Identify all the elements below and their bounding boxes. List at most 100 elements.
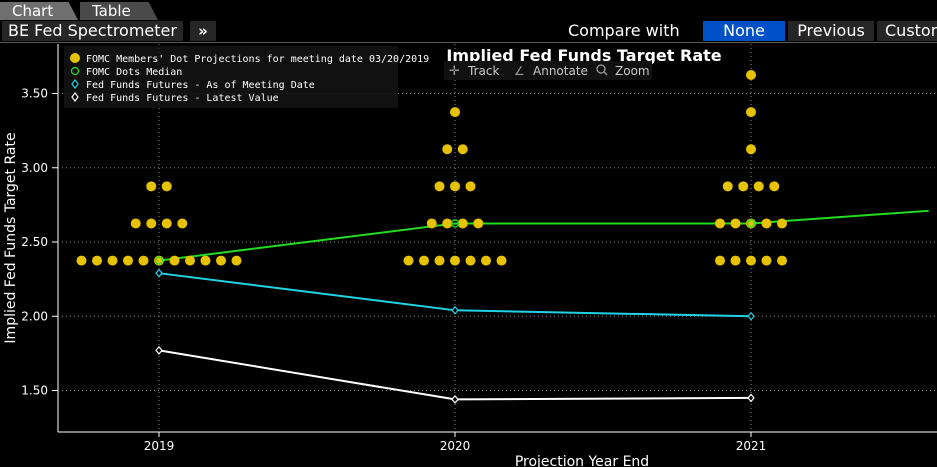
- function-title[interactable]: BE Fed Spectrometer: [2, 21, 183, 41]
- projection-dot[interactable]: [169, 255, 180, 266]
- projection-dot[interactable]: [496, 255, 507, 266]
- legend-entry-futures-meeting: Fed Funds Futures - As of Meeting Date: [86, 80, 315, 91]
- median-point[interactable]: [154, 256, 164, 265]
- projection-dot[interactable]: [123, 255, 133, 266]
- magnifier-icon: [596, 64, 608, 76]
- annotate-label: Annotate: [533, 64, 588, 78]
- median-point[interactable]: [450, 219, 460, 228]
- compare-none-button[interactable]: None: [703, 21, 785, 41]
- series-lines: [158, 209, 929, 401]
- projection-dot[interactable]: [761, 255, 772, 266]
- projection-dot[interactable]: [777, 255, 787, 266]
- projection-dot[interactable]: [216, 255, 226, 266]
- projection-dot[interactable]: [450, 181, 460, 192]
- chart-tools-bar: [444, 61, 652, 80]
- projection-dot[interactable]: [442, 144, 453, 155]
- zoom-label: Zoom: [615, 64, 650, 78]
- projection-dot[interactable]: [481, 255, 491, 266]
- toolbar-divider: [0, 42, 937, 43]
- y-axis-label: Implied Fed Funds Target Rate: [3, 132, 19, 343]
- projection-dot[interactable]: [730, 218, 741, 229]
- zoom-tool[interactable]: Zoom: [596, 64, 650, 78]
- compare-custom-button[interactable]: Custom: [877, 21, 937, 41]
- series-markers: [154, 219, 756, 404]
- projection-dot[interactable]: [450, 107, 460, 118]
- y-tick-label: 2.00: [21, 309, 48, 323]
- projection-dot[interactable]: [746, 144, 756, 155]
- projection-dot[interactable]: [738, 181, 749, 192]
- annotate-tool[interactable]: ∠ Annotate: [514, 64, 588, 78]
- projection-dot[interactable]: [746, 255, 756, 266]
- x-tick-label: 2019: [144, 439, 175, 453]
- projection-dot[interactable]: [107, 255, 118, 266]
- y-tick-label: 1.50: [21, 384, 48, 398]
- y-tick-label: 3.50: [21, 87, 48, 101]
- projection-dot[interactable]: [403, 255, 414, 266]
- tab-chart[interactable]: Chart: [0, 2, 78, 20]
- projection-dot[interactable]: [746, 107, 756, 118]
- legend-marker-futures-latest: [71, 92, 79, 102]
- projection-dot[interactable]: [753, 181, 764, 192]
- projection-dot[interactable]: [465, 255, 476, 266]
- projection-dot[interactable]: [92, 255, 102, 266]
- legend-entry-dots: FOMC Members' Dot Projections for meetin…: [86, 54, 429, 65]
- projection-dot[interactable]: [146, 218, 157, 229]
- projection-dot[interactable]: [138, 255, 149, 266]
- projection-dot[interactable]: [231, 255, 242, 266]
- projection-dot[interactable]: [722, 181, 733, 192]
- projection-dot[interactable]: [434, 181, 445, 192]
- toolbar: BE Fed Spectrometer » Compare with None …: [0, 20, 937, 42]
- x-axis-label: Projection Year End: [515, 454, 649, 467]
- median-line: [158, 209, 929, 262]
- track-tool[interactable]: ✛ Track: [449, 64, 499, 79]
- futures-meeting-point[interactable]: [451, 305, 459, 315]
- projection-dot[interactable]: [161, 181, 172, 192]
- compare-previous-button[interactable]: Previous: [788, 21, 874, 41]
- tab-table[interactable]: Table: [80, 2, 158, 20]
- projection-dot[interactable]: [457, 218, 468, 229]
- dot-projections: [76, 69, 787, 266]
- projection-dot[interactable]: [715, 218, 725, 229]
- projection-dot[interactable]: [761, 218, 772, 229]
- x-tick-label: 2020: [440, 439, 471, 453]
- futures-meeting-point[interactable]: [747, 311, 755, 321]
- projection-dot[interactable]: [161, 218, 172, 229]
- projection-dot[interactable]: [146, 181, 157, 192]
- futures-latest-point[interactable]: [155, 345, 163, 355]
- projection-dot[interactable]: [473, 218, 484, 229]
- projection-dot[interactable]: [450, 255, 460, 266]
- y-tick-label: 3.00: [21, 161, 48, 175]
- futures-meeting-point[interactable]: [155, 268, 163, 278]
- tab-bar: Chart Table: [0, 0, 937, 20]
- projection-dot[interactable]: [442, 218, 453, 229]
- projection-dot[interactable]: [130, 218, 141, 229]
- projection-dot[interactable]: [185, 255, 195, 266]
- projection-dot[interactable]: [715, 255, 725, 266]
- projection-dot[interactable]: [730, 255, 741, 266]
- projection-dot[interactable]: [76, 255, 87, 266]
- projection-dot[interactable]: [457, 144, 468, 155]
- legend-entry-median: FOMC Dots Median: [86, 67, 182, 78]
- legend[interactable]: FOMC Members' Dot Projections for meetin…: [64, 46, 429, 108]
- projection-dot[interactable]: [465, 181, 476, 192]
- compare-with-label: Compare with: [568, 21, 680, 40]
- projection-dot[interactable]: [200, 255, 211, 266]
- track-label: Track: [467, 64, 499, 78]
- projection-dot[interactable]: [426, 218, 437, 229]
- crosshair-icon: ✛: [449, 64, 460, 79]
- projection-dot[interactable]: [434, 255, 445, 266]
- expand-icon[interactable]: »: [190, 21, 216, 41]
- chart-title: Implied Fed Funds Target Rate: [446, 46, 721, 65]
- projection-dot[interactable]: [777, 218, 787, 229]
- y-tick-label: 2.50: [21, 235, 48, 249]
- projection-dot[interactable]: [746, 69, 756, 80]
- projection-dot[interactable]: [769, 181, 780, 192]
- legend-marker-median: [70, 66, 80, 76]
- futures-latest-point[interactable]: [747, 393, 755, 403]
- futures-latest-point[interactable]: [451, 394, 459, 404]
- projection-dot[interactable]: [419, 255, 429, 266]
- median-point[interactable]: [746, 219, 756, 228]
- legend-marker-futures-meeting: [71, 79, 79, 89]
- projection-dot[interactable]: [177, 218, 188, 229]
